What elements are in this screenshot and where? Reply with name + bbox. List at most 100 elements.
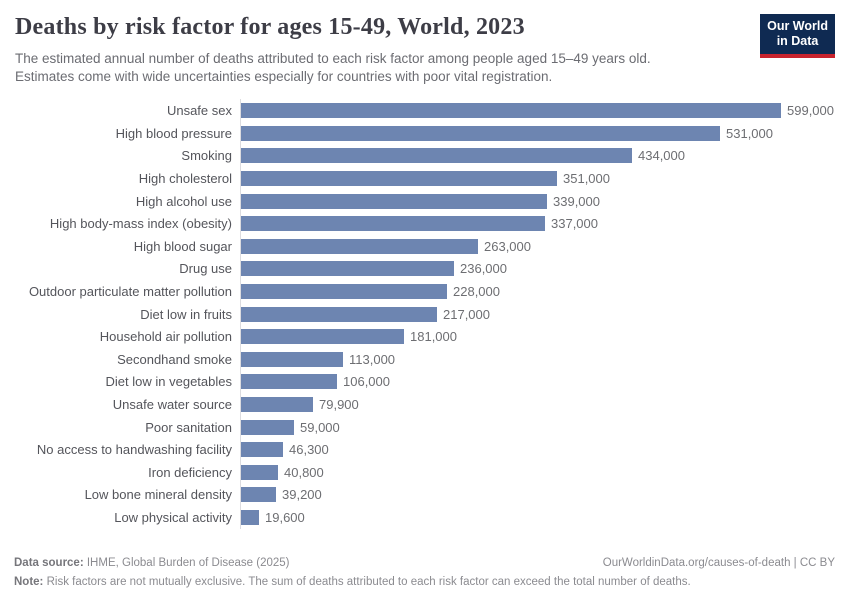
- category-label: No access to handwashing facility: [36, 442, 232, 458]
- category-label: Outdoor particulate matter pollution: [28, 283, 232, 299]
- value-label: 217,000: [443, 306, 490, 322]
- bar[interactable]: [241, 306, 437, 322]
- value-label: 46,300: [289, 442, 329, 458]
- bar[interactable]: [241, 487, 276, 503]
- category-label: Household air pollution: [99, 329, 232, 345]
- bar-area: 113,000: [240, 347, 835, 371]
- bar[interactable]: [241, 193, 547, 209]
- bar[interactable]: [241, 374, 337, 390]
- bar[interactable]: [241, 261, 454, 277]
- title-block: Deaths by risk factor for ages 15-49, Wo…: [13, 14, 651, 86]
- category-label: High alcohol use: [135, 193, 232, 209]
- subtitle-line-2: Estimates come with wide uncertainties e…: [15, 69, 553, 85]
- bar[interactable]: [241, 216, 545, 232]
- value-label: 19,600: [265, 509, 305, 525]
- chart-row: Poor sanitation 59,000: [13, 415, 835, 439]
- data-source-label: Data source:: [14, 557, 84, 569]
- chart-row: Outdoor particulate matter pollution 228,…: [13, 280, 835, 303]
- bar-area: 40,800: [240, 460, 835, 484]
- category-label: Unsafe water source: [112, 396, 232, 412]
- owid-attribution-link[interactable]: OurWorldinData.org/causes-of-death | CC …: [602, 557, 835, 569]
- value-label: 181,000: [410, 329, 457, 345]
- bar-area: 434,000: [240, 144, 835, 168]
- bar-chart: Unsafe sex 599,000 High blood pressure 531,…: [13, 99, 835, 529]
- bar-area: 217,000: [240, 302, 835, 326]
- bar[interactable]: [241, 396, 313, 412]
- chart-row: Secondhand smoke 113,000: [13, 347, 835, 371]
- bar-area: 263,000: [240, 235, 835, 258]
- chart-row: Diet low in fruits 217,000: [13, 302, 835, 326]
- logo-line-2: in Data: [776, 34, 819, 48]
- chart-subtitle: The estimated annual number of deaths at…: [15, 50, 651, 86]
- page-title: Deaths by risk factor for ages 15-49, Wo…: [15, 14, 525, 40]
- owid-logo[interactable]: Our World in Data: [760, 14, 835, 58]
- bar-area: 59,000: [240, 415, 835, 439]
- chart-row: High blood sugar 263,000: [13, 235, 835, 258]
- chart-row: Unsafe sex 599,000: [13, 99, 835, 123]
- bar[interactable]: [241, 171, 557, 187]
- bar-area: 39,200: [240, 483, 835, 507]
- footer-top-line: Data source: IHME, Global Burden of Dise…: [14, 557, 835, 569]
- chart-row: High body-mass index (obesity) 337,000: [13, 212, 835, 235]
- bar[interactable]: [241, 103, 781, 119]
- category-label: Smoking: [181, 148, 232, 164]
- value-label: 434,000: [638, 148, 685, 164]
- value-label: 236,000: [460, 261, 507, 277]
- value-label: 228,000: [453, 283, 500, 299]
- logo-line-1: Our World: [767, 19, 828, 33]
- bar-area: 351,000: [240, 167, 835, 190]
- chart-row: Diet low in vegetables 106,000: [13, 370, 835, 394]
- category-label: High blood sugar: [133, 238, 232, 254]
- bar[interactable]: [241, 464, 278, 480]
- subtitle-line-1: The estimated annual number of deaths at…: [15, 51, 651, 66]
- bar[interactable]: [241, 329, 404, 345]
- category-label: Diet low in fruits: [140, 306, 232, 322]
- bar-area: 339,000: [240, 189, 835, 213]
- bar-area: 106,000: [240, 370, 835, 394]
- bar[interactable]: [241, 283, 447, 299]
- chart-header: Deaths by risk factor for ages 15-49, Wo…: [13, 14, 835, 86]
- chart-row: High alcohol use 339,000: [13, 189, 835, 213]
- category-label: High body-mass index (obesity): [49, 216, 232, 232]
- bar[interactable]: [241, 238, 478, 254]
- chart-row: Household air pollution 181,000: [13, 325, 835, 348]
- chart-row: Drug use 236,000: [13, 257, 835, 281]
- bar[interactable]: [241, 351, 343, 367]
- bar-area: 79,900: [240, 393, 835, 416]
- chart-row: High blood pressure 531,000: [13, 122, 835, 145]
- value-label: 106,000: [343, 374, 390, 390]
- bar-area: 531,000: [240, 122, 835, 145]
- value-label: 40,800: [284, 464, 324, 480]
- chart-row: Unsafe water source 79,900: [13, 393, 835, 416]
- note-text: Risk factors are not mutually exclusive.…: [43, 576, 691, 588]
- category-label: Iron deficiency: [148, 464, 232, 480]
- bar[interactable]: [241, 442, 283, 458]
- category-label: Diet low in vegetables: [105, 374, 232, 390]
- value-label: 351,000: [563, 171, 610, 187]
- category-label: Unsafe sex: [166, 103, 232, 119]
- note-label: Note:: [14, 576, 44, 588]
- bar-area: 181,000: [240, 325, 835, 348]
- category-label: Drug use: [179, 261, 232, 277]
- bar[interactable]: [241, 125, 720, 141]
- bar[interactable]: [241, 148, 632, 164]
- value-label: 113,000: [349, 351, 396, 367]
- chart-footer: Data source: IHME, Global Burden of Dise…: [14, 557, 835, 588]
- value-label: 531,000: [726, 125, 773, 141]
- chart-row: Iron deficiency 40,800: [13, 460, 835, 484]
- category-label: High blood pressure: [115, 125, 232, 141]
- bar[interactable]: [241, 509, 259, 525]
- chart-row: No access to handwashing facility 46,300: [13, 438, 835, 461]
- data-source: Data source: IHME, Global Burden of Dise…: [14, 557, 290, 569]
- chart-rows: Unsafe sex 599,000 High blood pressure 531,…: [13, 99, 835, 529]
- value-label: 59,000: [300, 419, 340, 435]
- bar-area: 337,000: [240, 212, 835, 235]
- bar[interactable]: [241, 419, 294, 435]
- value-label: 339,000: [553, 193, 600, 209]
- bar-area: 19,600: [240, 506, 835, 529]
- value-label: 79,900: [319, 396, 359, 412]
- category-label: High cholesterol: [138, 171, 232, 187]
- value-label: 337,000: [551, 216, 598, 232]
- category-label: Low physical activity: [114, 509, 232, 525]
